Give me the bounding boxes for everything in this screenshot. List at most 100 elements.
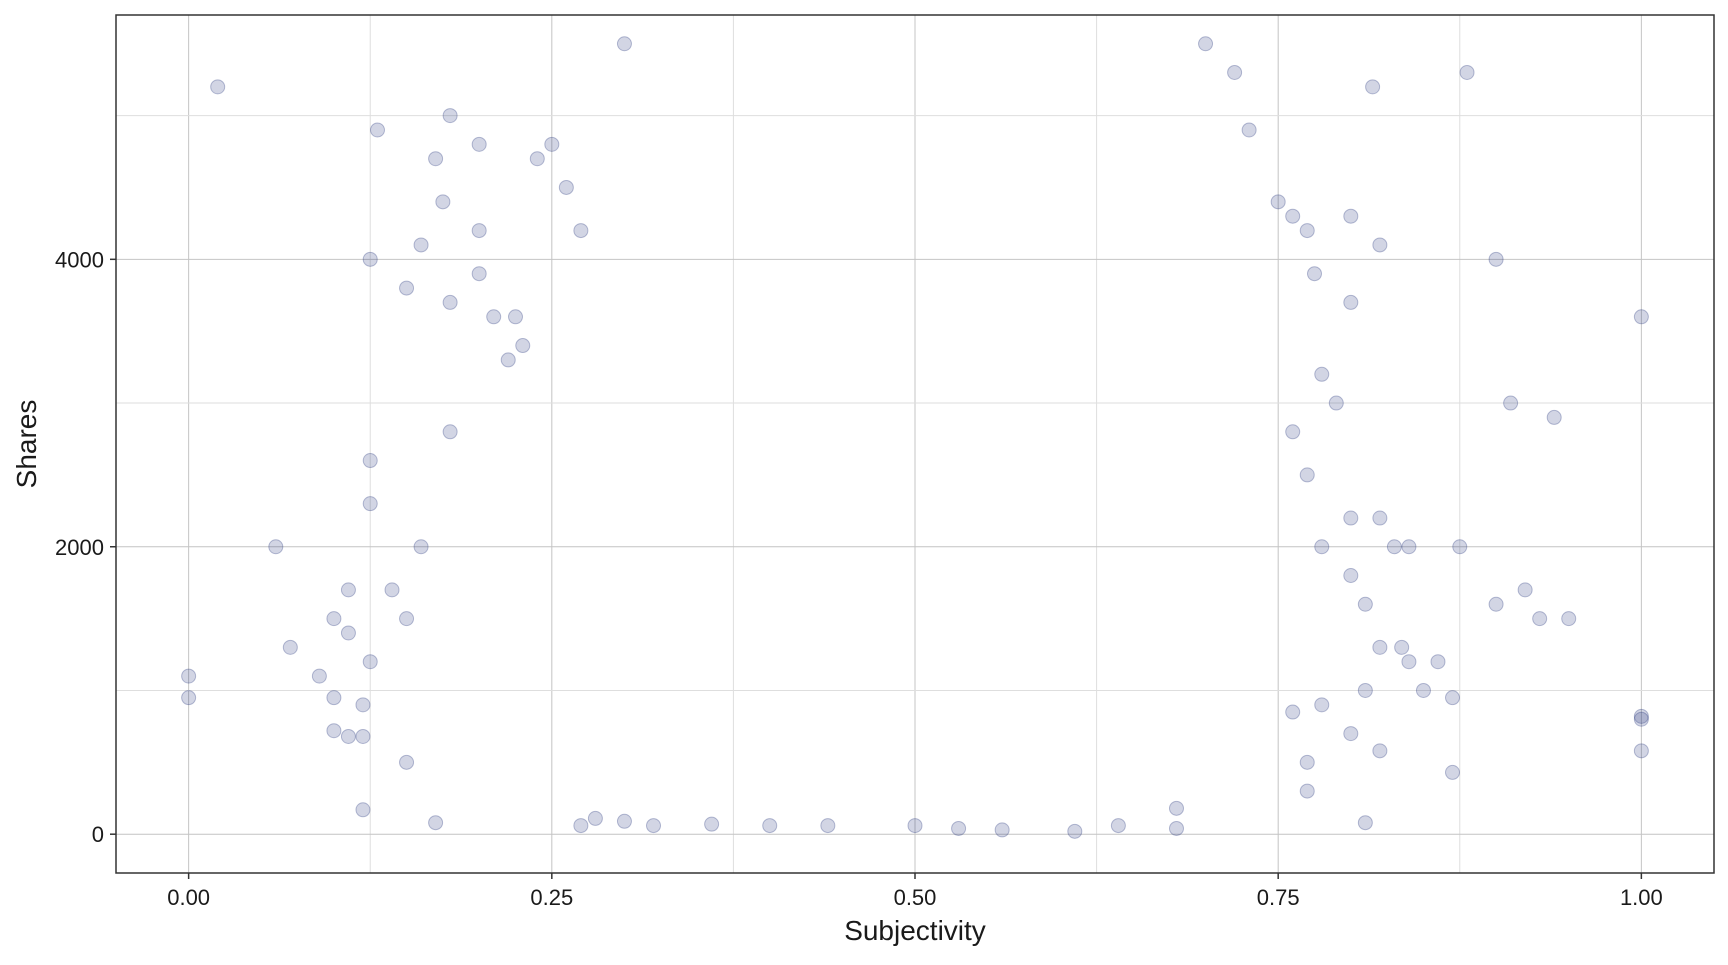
data-point: [282, 639, 298, 655]
data-point: [181, 690, 197, 706]
data-point: [428, 815, 444, 831]
y-tick-label: 4000: [55, 247, 104, 272]
data-point: [1415, 682, 1431, 698]
data-point: [355, 802, 371, 818]
x-tick-label: 0.75: [1257, 885, 1300, 910]
y-axis-title: Shares: [11, 400, 42, 489]
data-point: [646, 818, 662, 834]
data-point: [1372, 743, 1388, 759]
data-point: [1241, 122, 1257, 138]
data-point: [340, 625, 356, 641]
data-point: [1633, 708, 1649, 724]
data-point: [442, 108, 458, 124]
data-point: [471, 266, 487, 282]
data-point: [399, 611, 415, 627]
data-point: [1343, 208, 1359, 224]
data-point: [1285, 704, 1301, 720]
data-point: [1633, 711, 1649, 727]
data-points: [181, 36, 1649, 839]
y-tick-label: 2000: [55, 535, 104, 560]
data-point: [362, 453, 378, 469]
data-point: [210, 79, 226, 95]
data-point: [994, 822, 1010, 838]
data-point: [1401, 539, 1417, 555]
data-point: [704, 816, 720, 832]
data-point: [311, 668, 327, 684]
data-point: [355, 697, 371, 713]
data-point: [326, 690, 342, 706]
data-point: [362, 251, 378, 267]
data-point: [1168, 820, 1184, 836]
data-point: [326, 611, 342, 627]
data-point: [573, 223, 589, 239]
data-point: [1561, 611, 1577, 627]
x-tick-label: 1.00: [1620, 885, 1663, 910]
data-point: [1307, 266, 1322, 282]
data-point: [1343, 568, 1359, 584]
data-point: [413, 237, 429, 253]
data-point: [1365, 79, 1381, 95]
data-point: [1503, 395, 1519, 411]
data-point: [442, 294, 458, 310]
data-point: [1357, 596, 1373, 612]
data-point: [1299, 754, 1315, 770]
data-point: [1299, 223, 1315, 239]
data-point: [1386, 539, 1402, 555]
data-point: [1430, 654, 1446, 670]
data-point: [1343, 294, 1359, 310]
data-point: [1299, 783, 1315, 799]
data-point: [1314, 539, 1330, 555]
x-axis-title: Subjectivity: [844, 915, 986, 946]
data-point: [1285, 424, 1301, 440]
data-point: [413, 539, 429, 555]
grid-lines: [116, 15, 1714, 873]
data-point: [340, 582, 356, 598]
data-point: [529, 151, 545, 167]
data-point: [1401, 654, 1417, 670]
data-point: [1452, 539, 1468, 555]
data-point: [471, 136, 487, 152]
data-point: [1445, 764, 1461, 780]
data-point: [1067, 823, 1083, 839]
data-point: [1343, 726, 1359, 742]
x-tick-label: 0.25: [530, 885, 573, 910]
data-point: [1372, 237, 1388, 253]
data-point: [1372, 510, 1388, 526]
data-point: [573, 818, 589, 834]
data-point: [340, 728, 356, 744]
data-point: [1110, 818, 1126, 834]
data-point: [1633, 743, 1649, 759]
data-point: [616, 36, 632, 52]
data-point: [1517, 582, 1533, 598]
data-point: [1227, 64, 1243, 80]
data-point: [1314, 697, 1330, 713]
data-point: [1270, 194, 1286, 210]
data-point: [471, 223, 487, 239]
data-point: [1445, 690, 1461, 706]
data-point: [951, 820, 967, 836]
data-point: [1372, 639, 1388, 655]
data-point: [362, 496, 378, 512]
data-point: [399, 280, 415, 296]
data-point: [268, 539, 284, 555]
data-point: [399, 754, 415, 770]
axis-ticks: 0.00 0.25 0.50 0.75 1.00 0 2000 4000: [55, 247, 1663, 910]
data-point: [820, 818, 836, 834]
data-point: [1488, 596, 1504, 612]
data-point: [1633, 309, 1649, 325]
data-point: [1357, 815, 1373, 831]
data-point: [1459, 64, 1475, 80]
data-point: [384, 582, 400, 598]
data-point: [442, 424, 458, 440]
data-point: [486, 309, 502, 325]
data-point: [1357, 682, 1373, 698]
data-point: [369, 122, 385, 138]
data-point: [428, 151, 444, 167]
data-point: [1488, 251, 1504, 267]
data-point: [181, 668, 197, 684]
data-point: [355, 728, 371, 744]
data-point: [1328, 395, 1344, 411]
